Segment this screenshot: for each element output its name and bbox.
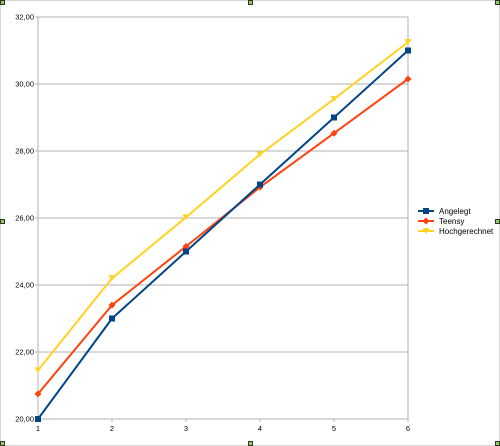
resize-handle-top-middle[interactable] xyxy=(248,0,253,5)
resize-handle-bottom-left[interactable] xyxy=(0,441,5,446)
data-point-angelegt xyxy=(35,416,41,422)
y-tick-label: 30,00 xyxy=(15,80,34,89)
series-line-angelegt xyxy=(37,49,409,420)
y-tick-label: 26,00 xyxy=(15,214,34,223)
series-angelegt xyxy=(35,47,411,422)
y-tick-label: 22,00 xyxy=(15,348,34,357)
data-point-angelegt xyxy=(405,47,411,54)
data-point-hochgerechnet xyxy=(108,275,116,282)
resize-handle-bottom-right[interactable] xyxy=(495,441,500,446)
data-point-hochgerechnet xyxy=(34,367,42,374)
y-tick-label: 24,00 xyxy=(15,281,34,290)
x-tick-label: 1 xyxy=(36,424,40,433)
series-layer xyxy=(34,39,412,422)
data-point-teensy xyxy=(404,75,412,83)
data-point-hochgerechnet xyxy=(182,214,190,221)
data-point-angelegt xyxy=(331,114,337,121)
data-point-teensy xyxy=(34,390,42,398)
legend-marker-angelegt xyxy=(423,208,429,214)
data-point-teensy xyxy=(330,129,338,137)
y-tick-label: 32,00 xyxy=(15,13,34,22)
x-tick-label: 4 xyxy=(258,424,262,433)
legend-marker-hochgerechnet xyxy=(422,228,430,234)
data-point-teensy xyxy=(182,242,190,250)
resize-handle-middle-right[interactable] xyxy=(495,219,500,224)
data-point-angelegt xyxy=(183,248,189,255)
data-point-angelegt xyxy=(257,181,263,188)
resize-handle-top-right[interactable] xyxy=(495,0,500,5)
series-line-hochgerechnet xyxy=(37,41,409,372)
resize-handle-top-left[interactable] xyxy=(0,0,5,5)
series-teensy xyxy=(34,75,412,398)
resize-handle-bottom-middle[interactable] xyxy=(248,441,253,446)
legend-marker-teensy xyxy=(422,217,430,225)
x-tick-label: 5 xyxy=(332,424,336,433)
data-point-teensy xyxy=(108,301,116,309)
legend-label-angelegt: Angelegt xyxy=(439,207,471,216)
y-tick-label: 20,00 xyxy=(15,415,34,424)
data-point-angelegt xyxy=(109,315,115,322)
resize-handle-middle-left[interactable] xyxy=(0,219,5,224)
legend-label-teensy: Teensy xyxy=(439,217,464,226)
data-point-hochgerechnet xyxy=(256,151,264,158)
axis-layer: 20,00 22,00 24,00 26,00 28,00 30,00 32,00 1 2 3 4 5… xyxy=(15,13,410,434)
series-line-teensy xyxy=(37,78,409,395)
data-point-hochgerechnet xyxy=(404,39,412,46)
x-tick-label: 2 xyxy=(110,424,114,433)
series-hochgerechnet xyxy=(34,39,412,374)
data-point-hochgerechnet xyxy=(330,96,338,103)
x-tick-label: 3 xyxy=(184,424,188,433)
y-tick-label: 28,00 xyxy=(15,147,34,156)
legend-label-hochgerechnet: Hochgerechnet xyxy=(439,227,494,236)
x-tick-label: 6 xyxy=(406,424,410,433)
